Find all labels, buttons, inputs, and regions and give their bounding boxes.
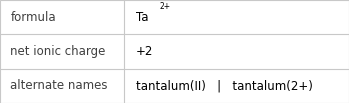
Text: net ionic charge: net ionic charge bbox=[10, 45, 106, 58]
Text: +2: +2 bbox=[136, 45, 154, 58]
Text: formula: formula bbox=[10, 11, 56, 24]
Text: 2+: 2+ bbox=[160, 2, 171, 11]
Text: Ta: Ta bbox=[136, 11, 149, 24]
Text: tantalum(II)   |   tantalum(2+): tantalum(II) | tantalum(2+) bbox=[136, 79, 313, 92]
Text: alternate names: alternate names bbox=[10, 79, 108, 92]
